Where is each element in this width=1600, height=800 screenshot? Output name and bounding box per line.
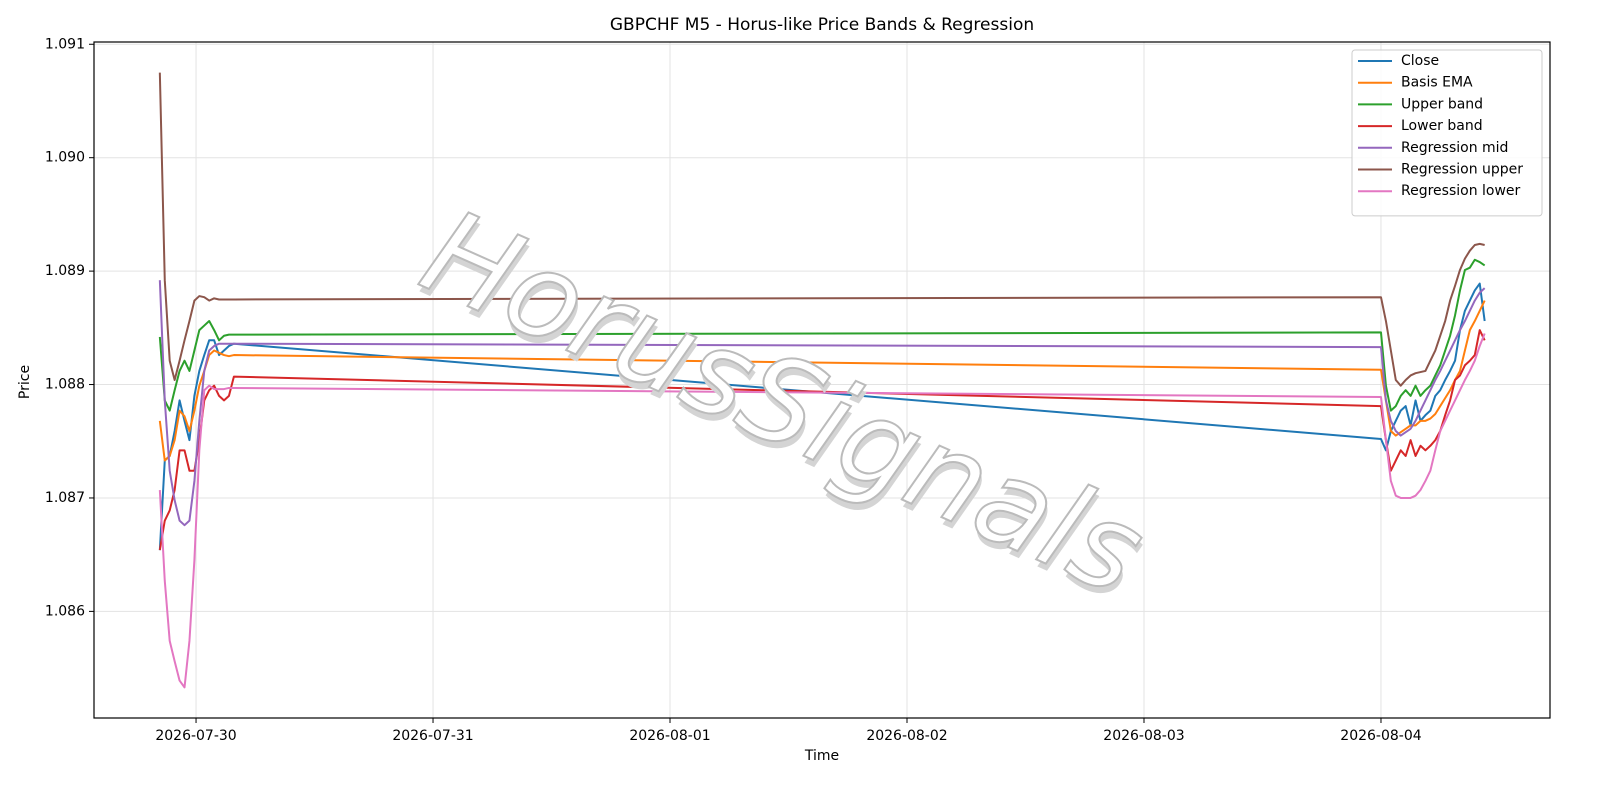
plot-frame <box>93 41 1551 719</box>
chart-title: GBPCHF M5 - Horus-like Price Bands & Reg… <box>610 15 1034 35</box>
legend-label: Basis EMA <box>1401 75 1473 91</box>
x-tick-label: 2026-07-30 <box>155 728 236 744</box>
x-tick-label: 2026-08-04 <box>1340 728 1421 744</box>
y-tick-label: 1.087 <box>45 490 85 506</box>
y-tick-label: 1.086 <box>45 603 85 619</box>
y-tick-label: 1.091 <box>45 36 85 52</box>
x-axis-label: Time <box>804 748 839 764</box>
x-tick-label: 2026-08-03 <box>1103 728 1184 744</box>
axes: 1.086 1.087 1.088 1.089 1.090 1.091 2026-07-30… <box>45 36 1422 744</box>
x-tick-label: 2026-07-31 <box>392 728 473 744</box>
y-tick-label: 1.088 <box>45 377 85 393</box>
legend-label: Regression lower <box>1401 183 1521 199</box>
series-line <box>158 329 1486 551</box>
lines <box>158 72 1486 689</box>
series-line <box>158 72 1485 387</box>
grid <box>94 42 1550 718</box>
y-tick-label: 1.090 <box>45 150 85 166</box>
series-line <box>158 258 1486 412</box>
legend-label: Lower band <box>1401 118 1483 134</box>
x-tick-label: 2026-08-01 <box>629 728 710 744</box>
x-tick-label: 2026-08-02 <box>866 728 947 744</box>
legend-label: Close <box>1401 53 1439 69</box>
legend-box <box>1351 49 1543 217</box>
series-line <box>158 333 1486 689</box>
y-axis-label: Price <box>17 365 33 399</box>
legend-label: Regression mid <box>1401 140 1508 156</box>
legend: Close Basis EMA Upper band Lower band Regres… <box>1351 49 1543 217</box>
y-tick-label: 1.089 <box>45 263 85 279</box>
series-line <box>158 280 1486 527</box>
legend-label: Regression upper <box>1401 162 1523 178</box>
legend-label: Upper band <box>1401 96 1483 112</box>
